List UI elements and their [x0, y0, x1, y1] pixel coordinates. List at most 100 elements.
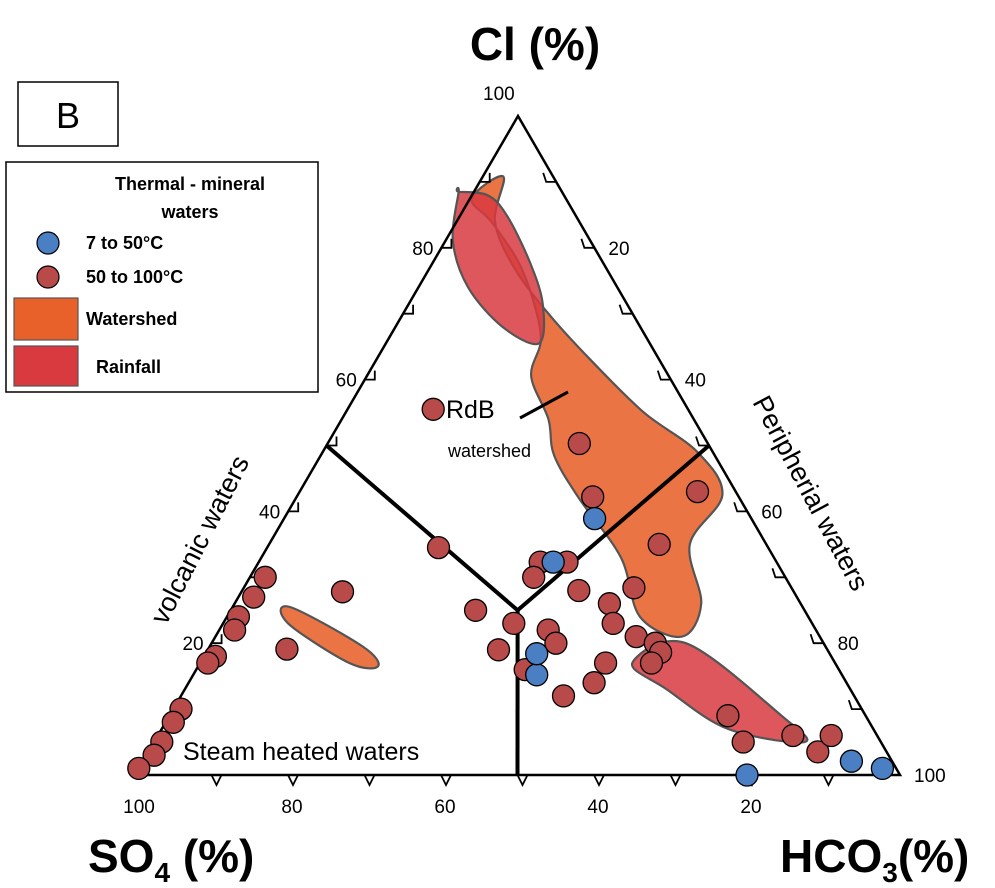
so4-tick-label: 80 — [281, 797, 302, 818]
legend-watershed-label: Watershed — [86, 309, 177, 329]
hot-water-point — [551, 684, 576, 708]
hco3-subscript: 3 — [882, 857, 898, 888]
hot-water-point — [330, 580, 355, 604]
legend: Thermal - mineral waters 7 to 50°C 50 to… — [5, 161, 319, 393]
so4-tick — [210, 774, 223, 788]
legend-hot-label: 50 to 100°C — [86, 267, 183, 287]
hot-water-point — [582, 671, 606, 695]
hco3-tick — [542, 172, 557, 183]
hot-water-point — [716, 704, 740, 728]
hot-water-point — [544, 631, 568, 655]
legend-title-line2: waters — [160, 202, 218, 222]
watershed-label: watershed — [447, 441, 531, 461]
cold-water-point — [541, 550, 565, 574]
so4-tick — [593, 774, 605, 788]
hco3-tick — [618, 304, 633, 315]
so4-tick-label: 100 — [123, 797, 155, 818]
hco3-main: HCO — [780, 830, 882, 882]
cold-water-point — [839, 749, 864, 773]
cl-tick — [211, 634, 223, 645]
hco3-tick — [847, 699, 862, 710]
hco3-tick — [695, 436, 709, 447]
hot-water-point — [486, 638, 511, 662]
right-apex-title: HCO3(%) — [780, 830, 969, 888]
rainfall-area-1 — [631, 640, 809, 744]
legend-cold-label: 7 to 50°C — [86, 233, 163, 253]
hco3-tick — [580, 238, 595, 249]
hot-water-point — [275, 637, 299, 661]
peripheral-boundary — [516, 443, 711, 612]
hot-water-point — [196, 651, 220, 675]
hco3-tick — [809, 633, 824, 645]
cl-tick-label: 60 — [336, 371, 357, 392]
rdb-label: RdB — [446, 396, 495, 424]
steam-heated-waters-label: Steam heated waters — [183, 738, 419, 766]
volcanic-boundary — [325, 443, 519, 612]
hot-water-point — [593, 651, 618, 675]
cl-tick-label: 80 — [412, 239, 433, 260]
hco3-tick-label: 40 — [685, 371, 706, 392]
top-apex-title: Cl (%) — [470, 18, 600, 70]
hot-water-point — [819, 723, 843, 748]
cl-tick — [441, 238, 453, 249]
cold-water-point — [525, 663, 549, 687]
hot-water-point — [242, 585, 266, 609]
hot-water-point — [581, 485, 605, 509]
hot-water-point — [426, 535, 451, 560]
hco3-tick — [656, 370, 671, 381]
hot-water-point — [421, 397, 445, 421]
hot-water-point — [731, 730, 755, 754]
legend-cold-marker — [36, 231, 60, 255]
hot-water-point — [502, 611, 526, 636]
cl-tick — [288, 502, 300, 513]
panel-label: B — [56, 95, 80, 136]
cl-tick — [364, 370, 376, 381]
legend-rainfall-swatch — [13, 345, 79, 387]
cold-water-point — [870, 756, 895, 781]
so4-tail: (%) — [170, 830, 254, 882]
hco3-tick-label: 60 — [761, 502, 782, 523]
hot-water-point — [806, 740, 830, 764]
so4-subscript: 4 — [154, 857, 170, 888]
cold-water-point — [582, 506, 607, 531]
cl-tick — [479, 172, 491, 183]
hot-water-point — [639, 651, 664, 675]
legend-rainfall-label: Rainfall — [96, 357, 161, 377]
hot-water-point — [253, 565, 277, 589]
legend-hot-marker — [36, 265, 60, 289]
so4-tick — [287, 774, 299, 788]
data-points — [127, 397, 895, 787]
cl-tick — [403, 304, 414, 315]
hot-water-point — [161, 710, 185, 734]
cold-water-point — [735, 763, 759, 787]
left-apex-title: SO4 (%) — [88, 830, 254, 888]
cl-tick — [326, 436, 338, 447]
volcanic-waters-label: volcanic waters — [145, 451, 256, 629]
legend-title-line1: Thermal - mineral — [115, 174, 265, 194]
rdb-pointer — [519, 390, 569, 420]
cl-tick-label: 40 — [259, 502, 280, 523]
hot-water-point — [127, 756, 151, 781]
so4-tick — [516, 774, 529, 788]
hot-water-point — [463, 598, 488, 622]
hco3-tick-label: 80 — [838, 634, 859, 655]
hot-water-point — [601, 611, 625, 636]
hco3-tick-label: 100 — [914, 766, 946, 787]
so4-tick — [363, 774, 376, 788]
hco3-tick — [771, 568, 786, 579]
region-dividers — [325, 443, 711, 776]
hot-water-point — [597, 592, 622, 616]
hot-water-point — [567, 431, 591, 456]
peripherial-waters-label: Peripherial waters — [747, 391, 875, 596]
so4-tick-label: 60 — [434, 797, 455, 818]
so4-tick — [669, 774, 682, 788]
so4-tick — [822, 774, 835, 788]
legend-watershed-swatch — [13, 297, 79, 341]
hot-water-point — [142, 743, 166, 767]
so4-tick — [440, 774, 452, 788]
hot-water-point — [567, 578, 591, 603]
so4-tick-label: 20 — [740, 797, 761, 818]
areas-layer — [279, 175, 809, 744]
hco3-tail: (%) — [898, 830, 970, 882]
